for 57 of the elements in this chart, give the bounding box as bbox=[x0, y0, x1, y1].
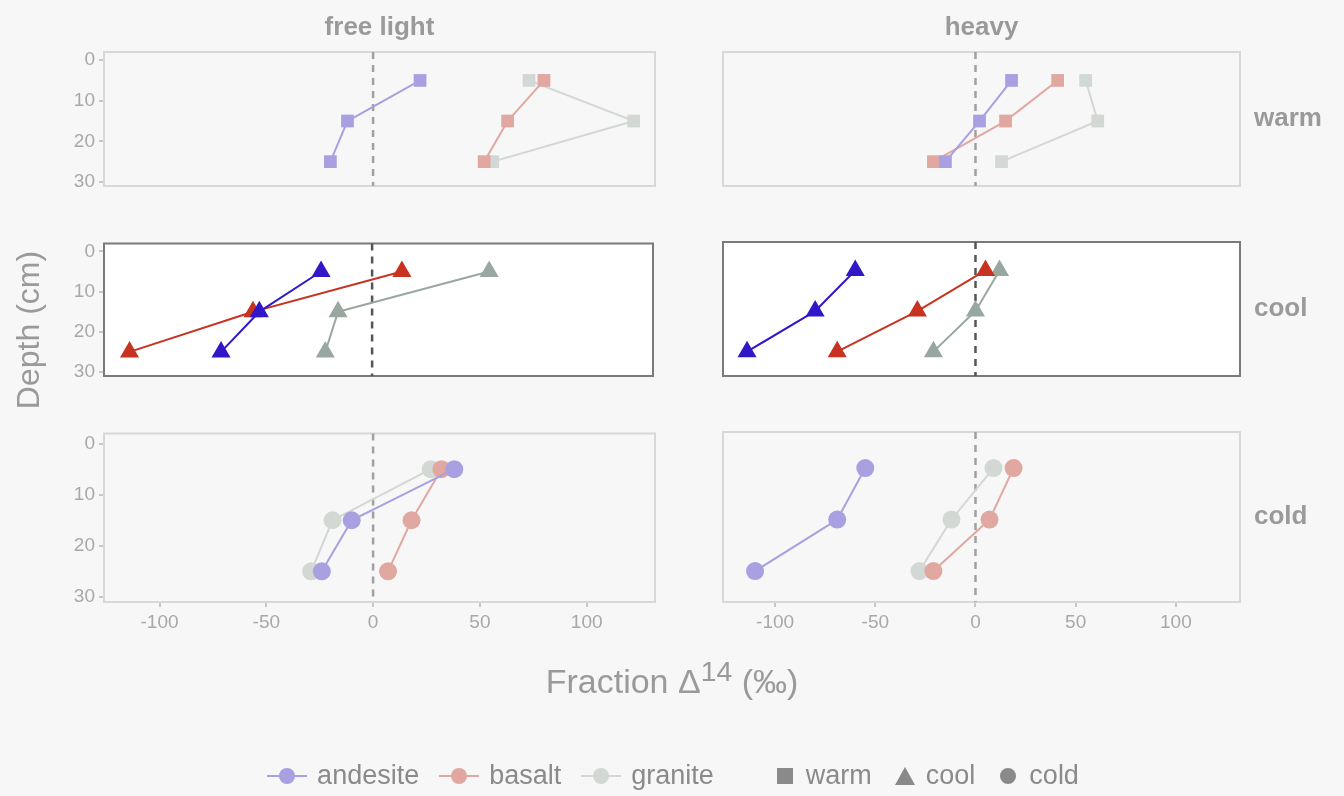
point bbox=[537, 74, 551, 87]
y-tick-label: 0 bbox=[84, 48, 95, 70]
chart-title: heavy bbox=[944, 11, 1019, 42]
x-tick-label: -100 bbox=[756, 610, 795, 632]
legend-label: basalt bbox=[489, 760, 562, 791]
x-tick-label: 0 bbox=[367, 610, 379, 632]
x-tick-label: 0 bbox=[970, 610, 981, 632]
x-tick-label: -50 bbox=[252, 610, 281, 632]
x-tick-label: 50 bbox=[1065, 610, 1087, 632]
text: warm bbox=[805, 760, 872, 790]
y-tick-label: 0 bbox=[84, 431, 95, 453]
chart-title: free light bbox=[324, 11, 435, 42]
point bbox=[324, 155, 337, 168]
point bbox=[392, 260, 412, 278]
text: cold bbox=[1254, 500, 1308, 531]
text: warm bbox=[1253, 102, 1322, 133]
point bbox=[402, 511, 421, 530]
point bbox=[501, 114, 514, 128]
x-tick-label: 100 bbox=[1160, 610, 1192, 632]
point bbox=[328, 300, 348, 318]
y-tick-label: 30 bbox=[73, 360, 95, 382]
legend-label: granite bbox=[631, 760, 714, 791]
point bbox=[341, 114, 354, 128]
y-tick-label: 0 bbox=[84, 239, 95, 261]
x-tick-label: -50 bbox=[861, 610, 890, 632]
text: cool bbox=[1254, 292, 1308, 323]
point bbox=[522, 74, 536, 87]
text: cool bbox=[925, 760, 976, 790]
x-tick-label: -100 bbox=[140, 610, 179, 632]
legend-label: andesite bbox=[317, 760, 420, 791]
point bbox=[312, 562, 331, 581]
point bbox=[477, 155, 491, 168]
point bbox=[249, 300, 269, 318]
text: cold bbox=[1029, 760, 1079, 790]
point bbox=[211, 340, 231, 358]
y-tick-label: 20 bbox=[73, 129, 95, 151]
point bbox=[120, 340, 140, 358]
point bbox=[342, 511, 361, 530]
point bbox=[479, 260, 499, 278]
x-axis-title: Fraction Δ$^{14}$ (‰) bbox=[544, 655, 800, 702]
x-tick-label: 100 bbox=[570, 610, 603, 632]
point bbox=[627, 114, 641, 128]
y-tick-label: 30 bbox=[73, 585, 95, 607]
point bbox=[323, 511, 342, 530]
y-tick-label: 10 bbox=[73, 279, 95, 301]
y-tick-label: 10 bbox=[73, 88, 95, 110]
point bbox=[445, 460, 464, 479]
point bbox=[413, 74, 427, 87]
point bbox=[311, 260, 331, 278]
y-tick-label: 10 bbox=[73, 482, 95, 504]
point bbox=[379, 562, 398, 581]
y-tick-label: 20 bbox=[73, 320, 95, 342]
y-axis-title: Depth (cm) bbox=[9, 249, 47, 412]
y-tick-label: 30 bbox=[73, 170, 95, 192]
point bbox=[315, 340, 335, 358]
y-tick-label: 20 bbox=[73, 534, 95, 556]
x-tick-label: 50 bbox=[469, 610, 491, 632]
